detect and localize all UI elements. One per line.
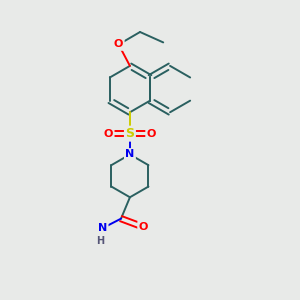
Text: O: O (104, 129, 113, 139)
Text: H: H (96, 236, 104, 246)
Text: N: N (125, 149, 134, 160)
Text: N: N (98, 223, 107, 233)
Text: S: S (125, 127, 134, 140)
Text: O: O (114, 40, 123, 50)
Text: O: O (147, 129, 156, 139)
Text: O: O (139, 222, 148, 232)
